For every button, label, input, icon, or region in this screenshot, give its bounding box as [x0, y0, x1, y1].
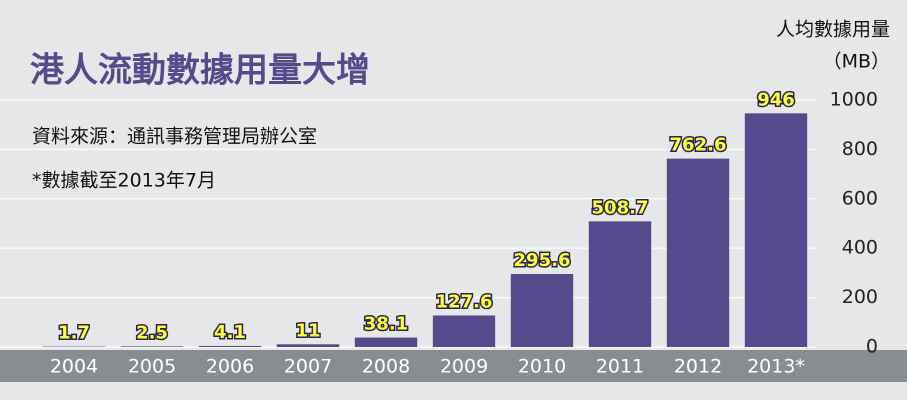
- x-tick-label: 2011: [596, 356, 644, 378]
- bar: [510, 273, 574, 347]
- x-tick-label: 2012: [674, 356, 722, 378]
- y-tick-label: 400: [842, 237, 878, 259]
- bar: [354, 337, 418, 347]
- bar: [198, 345, 262, 347]
- data-label: 127.6: [436, 291, 493, 312]
- data-label: 2.5: [136, 322, 168, 343]
- x-tick-label: 2007: [284, 356, 332, 378]
- data-label: 946: [757, 89, 795, 110]
- x-tick-label: 2010: [518, 356, 566, 378]
- x-tick-label: 2008: [362, 356, 410, 378]
- y-tick-label: 0: [866, 336, 878, 358]
- bar: [432, 315, 496, 347]
- bar: [666, 158, 730, 347]
- bar: [276, 344, 340, 347]
- source: 資料來源：通訊事務管理局辦公室: [32, 126, 317, 148]
- bar: [744, 113, 808, 347]
- x-tick-label: 2004: [50, 356, 98, 378]
- x-tick-label: 2006: [206, 356, 254, 378]
- y-tick-label: 800: [842, 138, 878, 160]
- bar: [120, 346, 184, 347]
- data-label: 295.6: [514, 250, 571, 271]
- note: *數據截至2013年7月: [32, 170, 216, 192]
- x-tick-label: 2013*: [747, 356, 805, 378]
- x-axis-band: [0, 350, 907, 382]
- data-label: 508.7: [592, 197, 649, 218]
- data-label: 762.6: [670, 135, 727, 156]
- x-tick-label: 2009: [440, 356, 488, 378]
- x-tick-label: 2005: [128, 356, 176, 378]
- y-tick-label: 1000: [830, 89, 878, 111]
- y-axis-title: 人均數據用量: [776, 19, 890, 41]
- y-axis-unit: （MB）: [823, 51, 890, 73]
- y-tick-label: 200: [842, 286, 878, 308]
- data-label: 4.1: [214, 322, 246, 343]
- y-tick-label: 600: [842, 187, 878, 209]
- data-label: 1.7: [58, 323, 90, 344]
- data-label: 38.1: [364, 314, 408, 335]
- chart-title: 港人流動數據用量大增: [30, 51, 370, 91]
- data-label: 11: [295, 320, 320, 341]
- bar: [588, 221, 652, 347]
